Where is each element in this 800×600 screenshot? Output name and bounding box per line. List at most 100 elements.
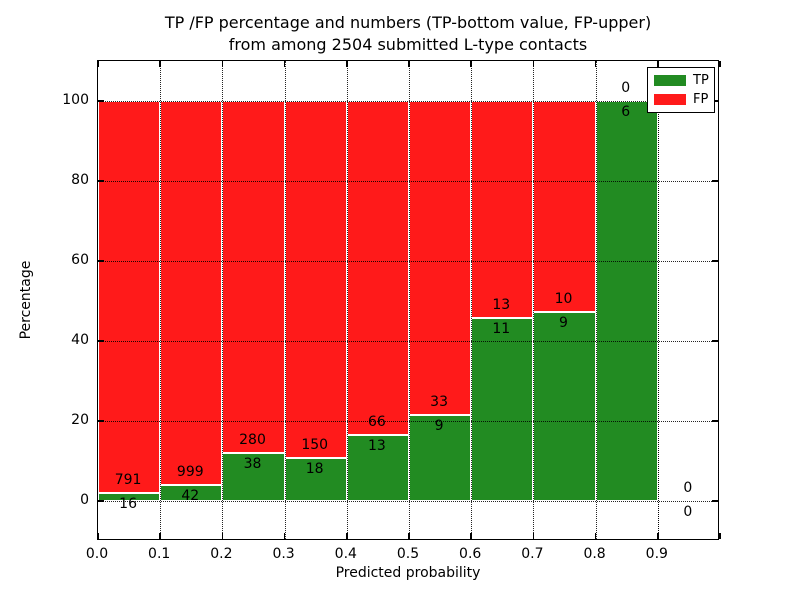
fp-legend-swatch: [654, 94, 686, 105]
bar-label-tp: 9: [559, 314, 568, 331]
bar-label-fp: 150: [301, 437, 329, 454]
bar-segment-fp: [160, 101, 223, 485]
x-tick-mark-bottom: [283, 533, 286, 539]
x-tick-label: 0.4: [334, 546, 357, 562]
bar-label-tp: 38: [243, 456, 262, 473]
grid-line-horizontal: [98, 101, 718, 102]
grid-line-vertical: [533, 61, 535, 539]
y-tick-mark-left: [98, 340, 104, 342]
x-tick-mark-top: [159, 61, 161, 67]
x-tick-mark-bottom: [657, 533, 659, 539]
bar-segment-fp: [533, 101, 596, 312]
x-tick-mark-bottom: [159, 533, 161, 539]
chart-title-line2: from among 2504 submitted L-type contact…: [228, 35, 588, 54]
bar-label-fp: 0: [621, 80, 631, 96]
chart-title-line1: TP /FP percentage and numbers (TP-bottom…: [164, 13, 652, 32]
bar-label-tp: 13: [367, 438, 386, 455]
bar-segment-fp: [471, 101, 534, 318]
y-tick-label: 0: [80, 492, 89, 508]
bar-segment-tp: [409, 415, 472, 501]
x-tick-label: 0.1: [148, 546, 171, 562]
bar-segment-tp: [98, 493, 161, 501]
bar-label-tp: 9: [434, 418, 444, 435]
bar-segment-fp: [98, 101, 161, 494]
x-tick-mark-top: [283, 61, 286, 67]
y-tick-mark-left: [98, 420, 104, 422]
legend-label: FP: [693, 92, 709, 107]
y-tick-mark-left: [98, 180, 104, 182]
bar-label-tp: 11: [492, 320, 511, 337]
x-tick-mark-bottom: [470, 533, 472, 539]
x-tick-label: 0.5: [396, 546, 420, 562]
y-tick-label: 20: [71, 412, 89, 428]
bar-label-fp: 33: [430, 394, 448, 411]
legend-label: TP: [693, 73, 709, 88]
grid-line-vertical: [284, 61, 286, 539]
grid-line-horizontal: [98, 501, 718, 502]
x-tick-mark-bottom: [719, 533, 721, 539]
x-axis-title: Predicted probability: [335, 565, 481, 581]
x-tick-label: 0.8: [583, 546, 606, 562]
x-tick-mark-bottom: [532, 533, 535, 539]
x-tick-mark-top: [594, 61, 597, 67]
y-tick-label: 60: [71, 252, 89, 268]
grid-line-horizontal: [98, 181, 718, 182]
legend-item: TP: [654, 73, 709, 88]
y-tick-mark-right: [712, 340, 718, 342]
bar-label-tp: 0: [683, 504, 693, 520]
bar-segment-fp: [409, 101, 472, 416]
bar-label-tp: 18: [305, 461, 324, 478]
bar-label-fp: 10: [554, 290, 573, 307]
x-tick-label: 0.9: [645, 546, 668, 562]
x-tick-mark-top: [221, 61, 224, 67]
bar-segment-fp: [222, 101, 285, 454]
bar-label-tp: 42: [181, 487, 200, 504]
y-tick-mark-right: [712, 500, 718, 502]
x-tick-mark-bottom: [221, 533, 224, 539]
x-tick-label: 0.6: [459, 546, 482, 562]
bar-segment-fp: [346, 101, 409, 436]
x-tick-mark-top: [346, 61, 348, 67]
bar-segment-tp: [595, 101, 658, 501]
grid-line-vertical: [222, 61, 224, 539]
y-tick-label: 100: [62, 92, 89, 108]
grid-line-vertical: [346, 61, 348, 539]
grid-line-vertical: [657, 61, 659, 539]
bar-segment-tp: [533, 311, 596, 501]
chart-title: TP /FP percentage and numbers (TP-bottom…: [97, 12, 719, 56]
y-tick-mark-right: [712, 180, 718, 182]
x-tick-mark-top: [719, 61, 721, 67]
bar-segment-fp: [284, 101, 347, 459]
bar-label-tp: 6: [621, 104, 631, 120]
y-tick-label: 80: [71, 172, 89, 188]
y-tick-mark-right: [712, 420, 718, 422]
bar-segment-tp: [346, 435, 409, 501]
x-tick-mark-top: [657, 61, 659, 67]
x-tick-mark-bottom: [408, 533, 410, 539]
plot-area: [97, 60, 721, 540]
y-tick-mark-right: [712, 100, 718, 102]
grid-line-horizontal: [98, 421, 718, 422]
y-tick-mark-left: [98, 500, 104, 502]
x-tick-mark-bottom: [346, 533, 348, 539]
grid-line-vertical: [471, 61, 473, 539]
y-tick-mark-left: [98, 100, 104, 102]
x-tick-mark-top: [97, 61, 99, 67]
x-tick-mark-top: [532, 61, 535, 67]
x-tick-mark-top: [470, 61, 472, 67]
tp-legend-swatch: [654, 75, 686, 86]
bar-label-fp: 791: [114, 472, 142, 489]
grid-line-vertical: [595, 61, 597, 539]
y-tick-mark-right: [712, 260, 718, 262]
x-tick-mark-bottom: [97, 533, 99, 539]
bar-label-fp: 66: [367, 414, 386, 431]
grid-line-vertical: [409, 61, 410, 539]
x-tick-label: 0.7: [521, 546, 544, 562]
x-tick-mark-bottom: [594, 533, 597, 539]
bar-label-fp: 13: [492, 296, 511, 313]
x-tick-label: 0.2: [210, 546, 233, 562]
x-tick-mark-top: [408, 61, 410, 67]
bar-label-fp: 999: [176, 463, 204, 480]
y-tick-label: 40: [71, 332, 89, 348]
